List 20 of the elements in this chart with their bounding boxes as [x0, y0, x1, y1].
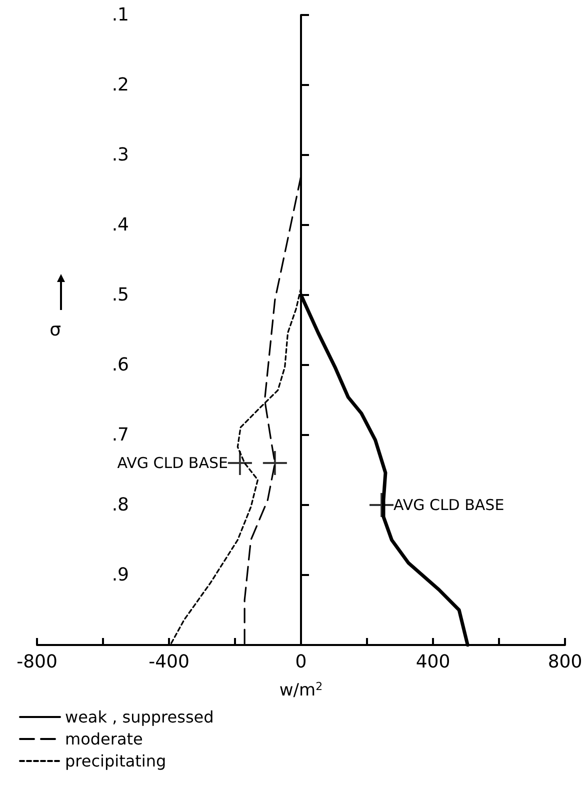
legend-label: precipitating — [65, 752, 166, 770]
y-tick-label: .3 — [112, 144, 129, 166]
annotation: AVG CLD BASE — [117, 454, 228, 472]
x-tick-label: 400 — [416, 652, 450, 672]
y-tick-label: .4 — [112, 214, 129, 236]
y-tick-label: .9 — [112, 564, 129, 586]
y-tick-label: .2 — [112, 74, 129, 96]
y-tick-label: .1 — [112, 4, 129, 26]
x-tick-label: -400 — [148, 652, 190, 672]
y-tick-label: .7 — [112, 424, 129, 446]
x-tick-label: 0 — [295, 652, 307, 672]
annotation: AVG CLD BASE — [394, 496, 504, 514]
y-tick-label: .5 — [112, 284, 129, 306]
x-tick-label: -800 — [16, 652, 58, 672]
y-tick-label: .8 — [112, 494, 129, 516]
legend-label: weak , suppressed — [65, 708, 214, 726]
y-axis-title: σ — [50, 320, 61, 340]
x-tick-label: 800 — [548, 652, 582, 672]
legend-label: moderate — [65, 730, 143, 748]
y-tick-label: .6 — [112, 354, 129, 376]
